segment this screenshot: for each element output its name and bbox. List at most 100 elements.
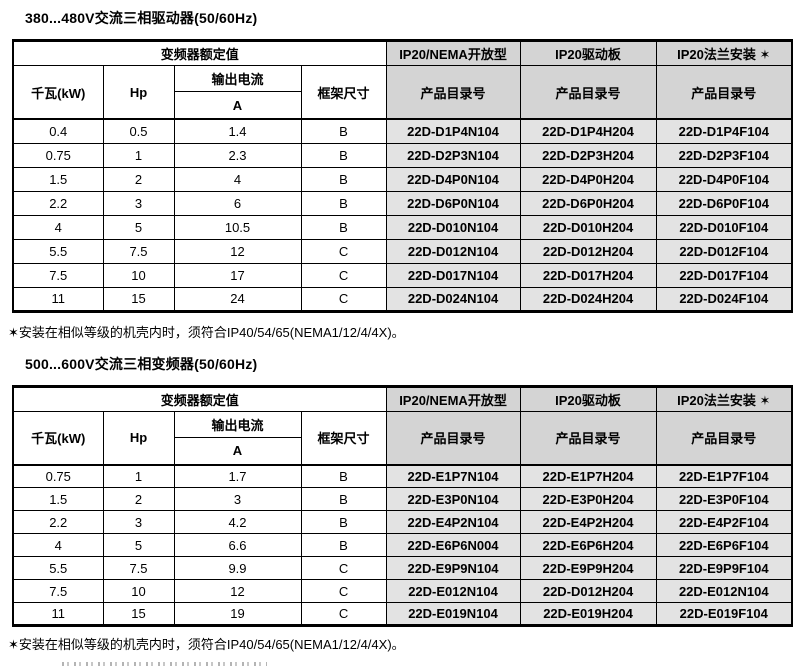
cell-hp: 2 <box>102 487 175 511</box>
cell-a: 6.6 <box>173 533 302 557</box>
ratings-group-header: 变频器额定值 <box>12 40 387 66</box>
cell-hp: 7.5 <box>102 556 175 580</box>
cell-kw: 2.2 <box>12 510 104 534</box>
cell-a: 4 <box>173 166 302 192</box>
cell-frame: C <box>300 262 387 288</box>
cell-hp: 5 <box>102 214 175 240</box>
cell-hp: 1 <box>102 142 175 168</box>
cell-a: 4.2 <box>173 510 302 534</box>
cell-a: 2.3 <box>173 142 302 168</box>
cell-open: 22D-E1P7N104 <box>385 463 521 488</box>
catalog-number-header-flange: 产品目录号 <box>655 65 793 120</box>
cell-frame: B <box>300 533 387 557</box>
catalog-number-header-plate: 产品目录号 <box>519 65 657 120</box>
frame-size-header: 框架尺寸 <box>300 65 387 120</box>
amps-column-header: A <box>173 91 302 120</box>
cell-hp: 15 <box>102 602 175 626</box>
cell-frame: C <box>300 579 387 603</box>
cell-hp: 10 <box>102 579 175 603</box>
cell-kw: 11 <box>12 286 104 312</box>
catalog-number-header-open: 产品目录号 <box>385 65 521 120</box>
cell-plate: 22D-D2P3H204 <box>519 142 657 168</box>
cell-frame: B <box>300 190 387 216</box>
section-title-380-480v: 380...480V交流三相驱动器(50/60Hz) <box>25 10 258 26</box>
cell-plate: 22D-E3P0H204 <box>519 487 657 511</box>
cell-hp: 10 <box>102 262 175 288</box>
mounting-footnote-2: ✶安装在相似等级的机壳内时，须符合IP40/54/65(NEMA1/12/4/4… <box>8 637 405 652</box>
cell-plate: 22D-D024H204 <box>519 286 657 312</box>
cell-kw: 11 <box>12 602 104 626</box>
frame-size-header: 框架尺寸 <box>300 410 387 465</box>
cell-a: 1.7 <box>173 463 302 488</box>
cell-plate: 22D-D1P4H204 <box>519 118 657 144</box>
cell-frame: B <box>300 510 387 534</box>
cell-kw: 1.5 <box>12 166 104 192</box>
hp-column-header: Hp <box>102 65 175 120</box>
cell-kw: 0.75 <box>12 142 104 168</box>
cell-hp: 7.5 <box>102 238 175 264</box>
cell-frame: B <box>300 214 387 240</box>
cell-a: 1.4 <box>173 118 302 144</box>
cell-frame: B <box>300 142 387 168</box>
cell-kw: 0.4 <box>12 118 104 144</box>
cell-open: 22D-D2P3N104 <box>385 142 521 168</box>
cell-flange: 22D-E9P9F104 <box>655 556 793 580</box>
cell-kw: 4 <box>12 533 104 557</box>
cell-open: 22D-E6P6N004 <box>385 533 521 557</box>
ip20-nema-open-header: IP20/NEMA开放型 <box>385 385 521 412</box>
table-row: 11 15 24 C 22D-D024N104 22D-D024H204 22D-D024F… <box>12 286 793 312</box>
ip20-drive-plate-header: IP20驱动板 <box>519 385 657 412</box>
cell-hp: 0.5 <box>102 118 175 144</box>
table-row: 11 15 19 C 22D-E019N104 22D-E019H204 22D-E019F… <box>12 602 793 626</box>
cell-hp: 3 <box>102 510 175 534</box>
cell-a: 6 <box>173 190 302 216</box>
cell-open: 22D-D024N104 <box>385 286 521 312</box>
cell-kw: 4 <box>12 214 104 240</box>
cell-a: 12 <box>173 238 302 264</box>
cell-plate: 22D-D017H204 <box>519 262 657 288</box>
table-row: 1.5 2 4 B 22D-D4P0N104 22D-D4P0H204 22D-D4P0F1… <box>12 166 793 192</box>
cell-kw: 0.75 <box>12 463 104 488</box>
table-row: 2.2 3 4.2 B 22D-E4P2N104 22D-E4P2H204 22D-E4P2… <box>12 510 793 534</box>
catalog-number-header-open: 产品目录号 <box>385 410 521 465</box>
cell-a: 17 <box>173 262 302 288</box>
cell-kw: 1.5 <box>12 487 104 511</box>
cell-kw: 7.5 <box>12 262 104 288</box>
cell-open: 22D-D010N104 <box>385 214 521 240</box>
cell-kw: 7.5 <box>12 579 104 603</box>
cell-open: 22D-E019N104 <box>385 602 521 626</box>
cell-plate: 22D-D4P0H204 <box>519 166 657 192</box>
cell-plate: 22D-E9P9H204 <box>519 556 657 580</box>
cell-a: 24 <box>173 286 302 312</box>
ip20-nema-open-header: IP20/NEMA开放型 <box>385 40 521 66</box>
table-row: 0.75 1 2.3 B 22D-D2P3N104 22D-D2P3H204 22D-D2P… <box>12 142 793 168</box>
cell-hp: 1 <box>102 463 175 488</box>
cell-plate: 22D-D012H204 <box>519 238 657 264</box>
cell-a: 9.9 <box>173 556 302 580</box>
cell-frame: B <box>300 118 387 144</box>
kw-column-header: 千瓦(kW) <box>12 65 104 120</box>
cell-kw: 5.5 <box>12 238 104 264</box>
cell-flange: 22D-D012F104 <box>655 238 793 264</box>
ip20-flange-mount-header: IP20法兰安装 ✶ <box>655 385 793 412</box>
cell-open: 22D-D012N104 <box>385 238 521 264</box>
table-row: 5.5 7.5 9.9 C 22D-E9P9N104 22D-E9P9H204 22D-E9… <box>12 556 793 580</box>
cell-open: 22D-E9P9N104 <box>385 556 521 580</box>
cell-open: 22D-D6P0N104 <box>385 190 521 216</box>
cell-frame: B <box>300 463 387 488</box>
cell-plate: 22D-E019H204 <box>519 602 657 626</box>
hp-column-header: Hp <box>102 410 175 465</box>
catalog-number-header-flange: 产品目录号 <box>655 410 793 465</box>
ratings-group-header: 变频器额定值 <box>12 385 387 412</box>
cell-frame: B <box>300 487 387 511</box>
cell-frame: B <box>300 166 387 192</box>
table-row: 4 5 10.5 B 22D-D010N104 22D-D010H204 22D-D010F… <box>12 214 793 240</box>
cell-open: 22D-D017N104 <box>385 262 521 288</box>
cell-flange: 22D-D017F104 <box>655 262 793 288</box>
cell-open: 22D-E4P2N104 <box>385 510 521 534</box>
ip20-flange-mount-header: IP20法兰安装 ✶ <box>655 40 793 66</box>
cell-hp: 3 <box>102 190 175 216</box>
cell-open: 22D-E012N104 <box>385 579 521 603</box>
cell-a: 12 <box>173 579 302 603</box>
